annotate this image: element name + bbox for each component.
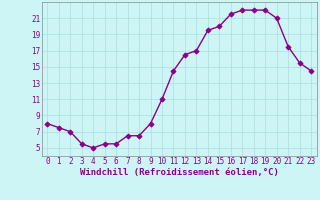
X-axis label: Windchill (Refroidissement éolien,°C): Windchill (Refroidissement éolien,°C): [80, 168, 279, 177]
